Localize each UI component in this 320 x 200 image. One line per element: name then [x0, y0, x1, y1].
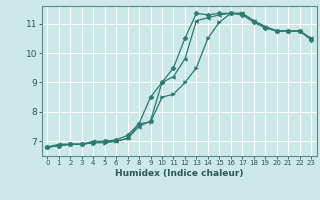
X-axis label: Humidex (Indice chaleur): Humidex (Indice chaleur): [115, 169, 244, 178]
